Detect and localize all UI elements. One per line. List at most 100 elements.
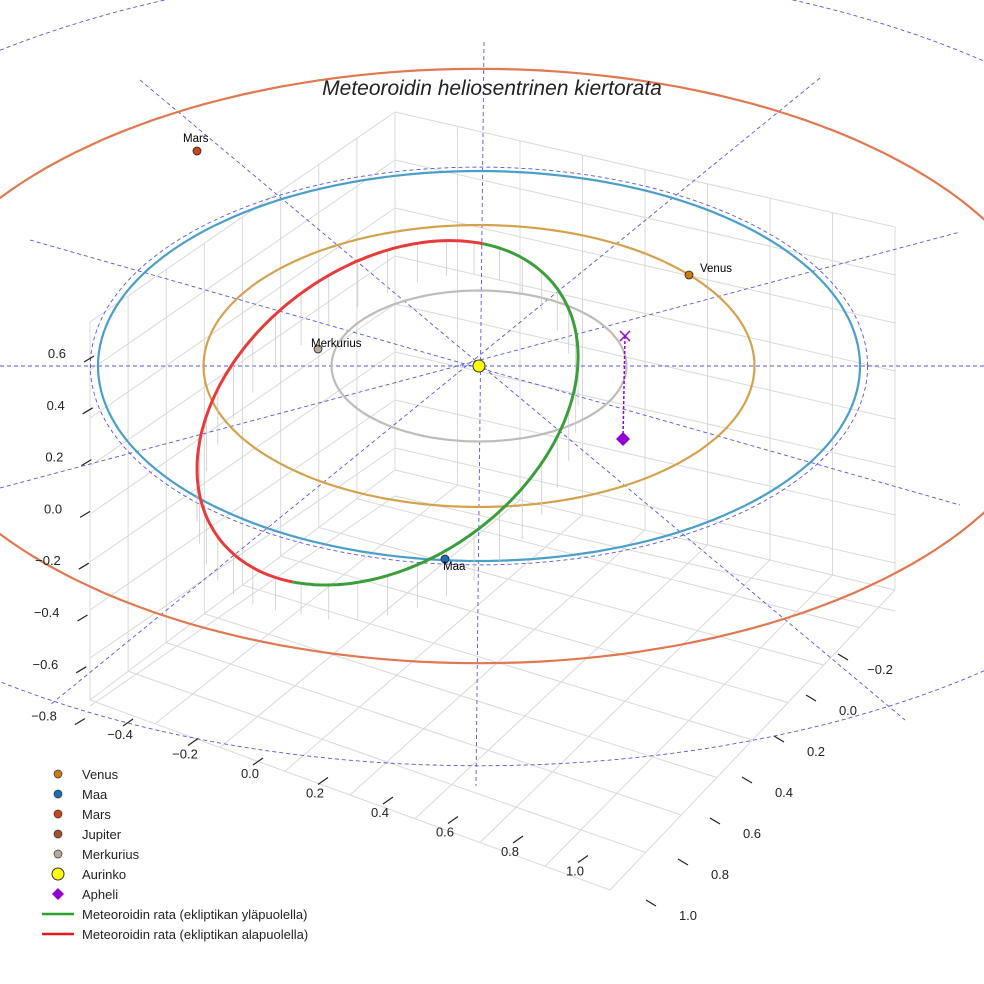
- y-tick-label: 1.0: [679, 908, 697, 923]
- sun-marker: [472, 359, 486, 373]
- legend-label: Merkurius: [82, 846, 140, 862]
- grid-line: [127, 670, 646, 853]
- legend-label: Jupiter: [82, 826, 122, 842]
- y-tick-label: 0.0: [839, 703, 857, 718]
- earth-marker: [440, 554, 450, 564]
- legend-symbol: [40, 927, 76, 941]
- mars-label: Mars: [183, 133, 209, 145]
- y-tick-mark: [677, 858, 689, 866]
- aphelion-marker: [616, 432, 630, 446]
- grid-line: [89, 303, 396, 515]
- x-tick-label: 1.0: [566, 864, 584, 879]
- meteoroid-orbit-below: [195, 239, 484, 584]
- y-tick-mark: [709, 817, 721, 825]
- orbit-layer: [0, 0, 984, 787]
- chart-title: Meteoroidin heliosentrinen kiertorata: [322, 77, 662, 100]
- venus-marker: [684, 270, 694, 280]
- legend-item: Jupiter: [40, 824, 308, 844]
- z-tick-label: 0.0: [44, 501, 62, 516]
- grid-line: [394, 159, 896, 276]
- y-tick-mark: [741, 776, 753, 784]
- grid-line: [89, 351, 396, 563]
- legend-diamond: [52, 888, 64, 900]
- grid-line: [89, 399, 396, 611]
- mars-orbit: [0, 67, 984, 665]
- earth-orbit: [96, 169, 862, 563]
- grid-line: [394, 303, 896, 420]
- reference-dashed-line: [29, 239, 961, 506]
- z-tick-label: 0.6: [48, 346, 66, 361]
- legend-label: Apheli: [82, 886, 119, 902]
- y-tick-label: 0.8: [711, 867, 729, 882]
- reference-dashed-ring: [89, 166, 869, 566]
- z-tick-mark: [75, 666, 87, 674]
- z-tick-mark: [82, 407, 94, 415]
- x-tick-mark: [252, 757, 264, 766]
- legend-item: Venus: [40, 764, 308, 784]
- legend-dot: [53, 769, 63, 779]
- legend-dot: [53, 789, 63, 799]
- grid-line: [89, 699, 611, 891]
- earth-label: Maa: [443, 561, 466, 573]
- aphelion-projection-x: [619, 330, 631, 342]
- x-tick-mark: [512, 835, 524, 844]
- x-tick-label: −0.2: [172, 747, 198, 762]
- grid-line: [394, 399, 896, 516]
- z-tick-mark: [83, 355, 95, 363]
- y-tick-label: 0.2: [807, 744, 825, 759]
- venus-label: Venus: [700, 263, 732, 275]
- grid-line: [479, 559, 771, 843]
- legend-symbol: [40, 887, 76, 901]
- mercury-marker: [313, 344, 323, 354]
- legend-item: Mars: [40, 804, 308, 824]
- legend-dot: [53, 849, 63, 859]
- legend-item: Apheli: [40, 884, 308, 904]
- legend-item: Meteoroidin rata (ekliptikan yläpuolella…: [40, 904, 308, 924]
- legend-label: Maa: [82, 786, 108, 802]
- tick-layer: 0.6 0.4 0.2 0.0 −0.2 −0.4 −0.6 −0.8 −0.4 −0.2 0.0 0…: [31, 346, 893, 923]
- y-tick-mark: [773, 735, 785, 743]
- legend-item: Meteoroidin rata (ekliptikan alapuolella…: [40, 924, 308, 944]
- grid-line: [89, 159, 396, 371]
- legend-label: Venus: [82, 766, 119, 782]
- x-tick-mark: [317, 777, 329, 785]
- legend-label: Aurinko: [82, 866, 127, 882]
- legend-label: Meteoroidin rata (ekliptikan yläpuolella…: [82, 906, 308, 922]
- grid-line: [394, 447, 896, 564]
- mercury-orbit: [330, 289, 628, 443]
- reference-dashed-line: [0, 231, 961, 489]
- grid-line: [89, 447, 396, 659]
- grid-line: [166, 642, 682, 816]
- grid-line: [394, 255, 896, 372]
- x-tick-mark: [382, 796, 394, 805]
- legend-item: Merkurius: [40, 844, 308, 864]
- legend-symbol: [40, 907, 76, 921]
- z-tick-label: 0.2: [45, 450, 63, 465]
- meteoroid-orbit-above: [292, 242, 580, 587]
- grid-line: [89, 255, 396, 467]
- x-tick-mark: [122, 718, 134, 727]
- y-tick-label: 0.6: [743, 826, 761, 841]
- z-tick-mark: [77, 614, 88, 622]
- marker-layer: Mars Venus Merkurius Maa: [183, 133, 732, 573]
- mars-marker: [192, 146, 202, 156]
- x-tick-mark: [577, 855, 589, 863]
- aphelion-projection-line: [622, 335, 626, 440]
- x-tick-label: 0.6: [436, 825, 454, 840]
- legend-label: Meteoroidin rata (ekliptikan alapuolella…: [82, 926, 309, 942]
- z-tick-mark: [78, 562, 90, 570]
- mercury-label: Merkurius: [311, 338, 362, 350]
- reference-dashed-ring: [0, 0, 984, 767]
- legend: Venus Maa Mars Jupiter Merkurius Aurinko Aphel…: [40, 764, 308, 944]
- x-tick-label: 0.8: [501, 844, 519, 859]
- grid-line: [609, 589, 896, 891]
- x-stroke: [619, 330, 631, 342]
- legend-symbol: [40, 767, 76, 781]
- grid-line: [544, 574, 833, 867]
- legend-dot: [53, 829, 63, 839]
- reference-dashed-line: [475, 41, 485, 787]
- grid-line: [394, 207, 896, 324]
- legend-symbol: [40, 847, 76, 861]
- reference-dashed-line: [139, 79, 906, 721]
